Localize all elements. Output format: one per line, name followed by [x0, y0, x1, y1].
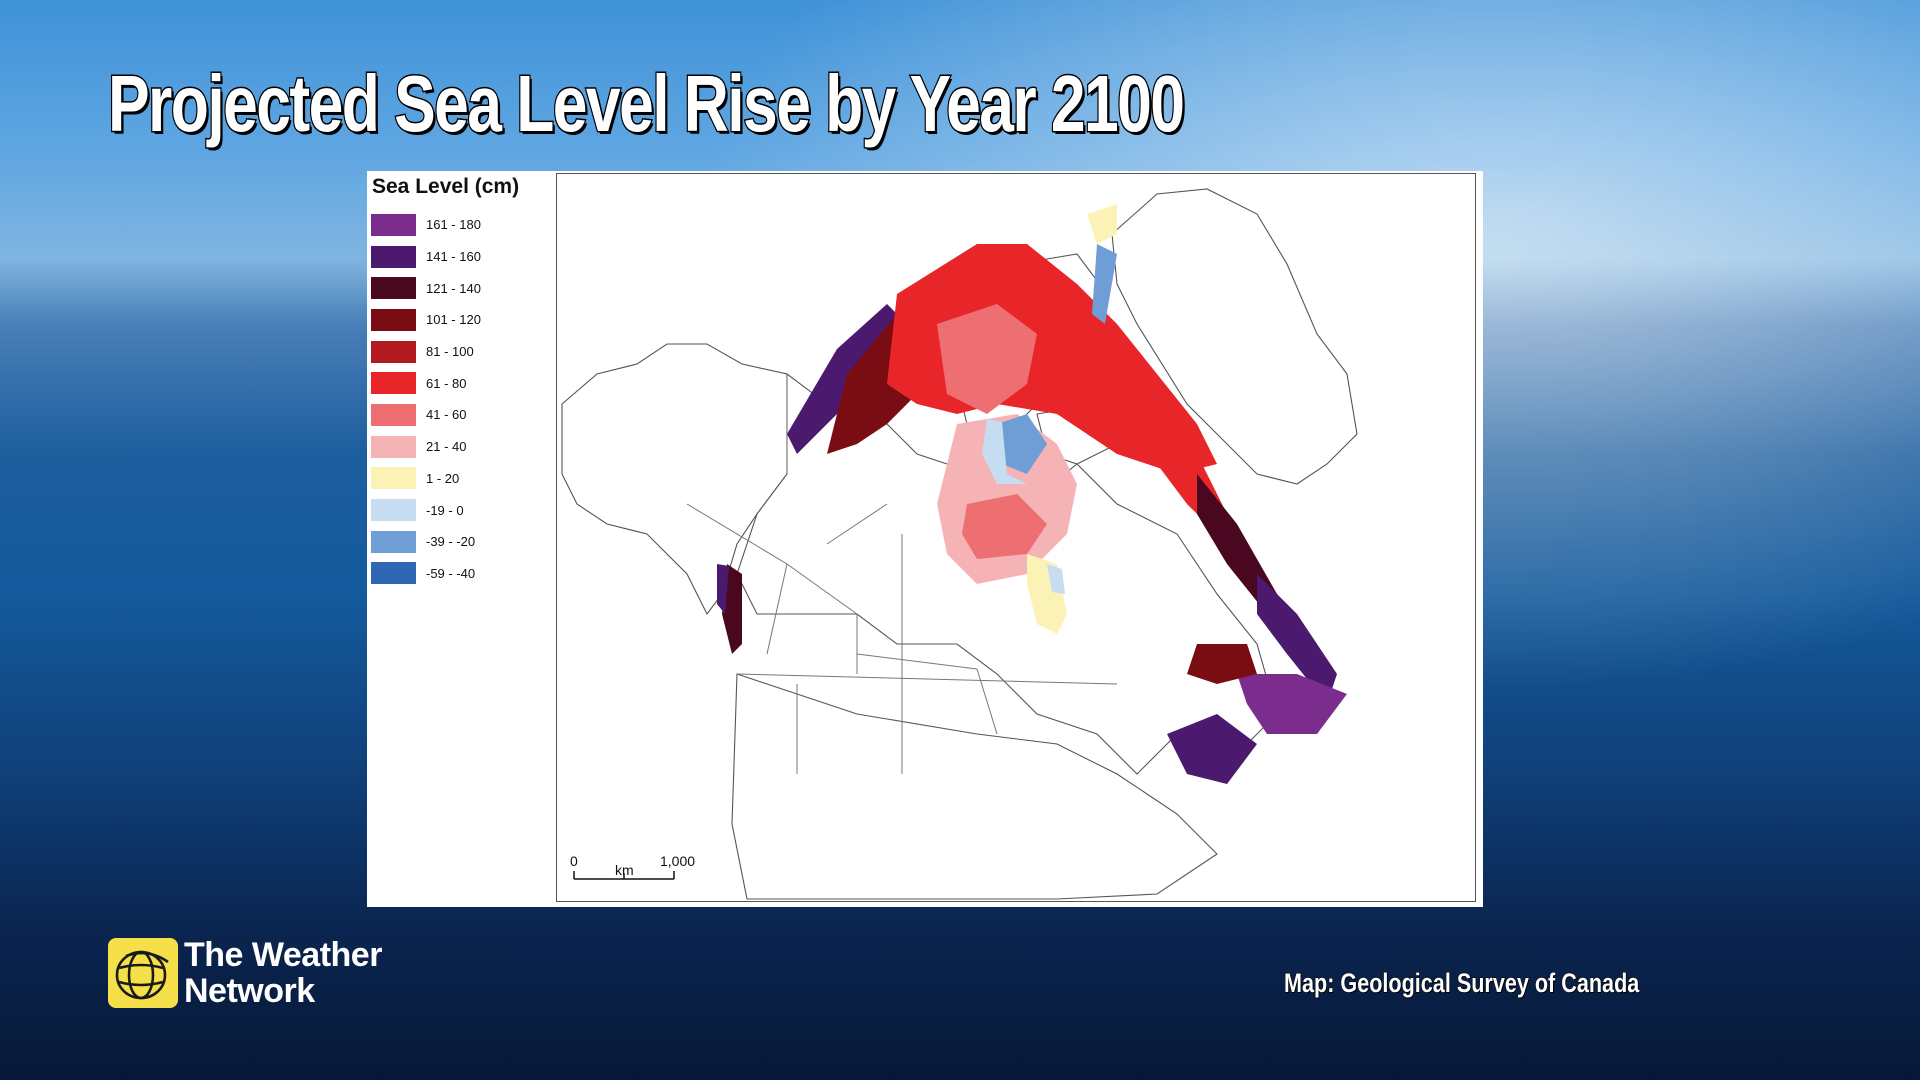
- usa-outline: [731, 673, 1218, 900]
- legend-swatch: [371, 499, 416, 522]
- scale-bar: [573, 871, 675, 880]
- legend-item: -39 - -20: [371, 526, 551, 558]
- legend-item: 81 - 100: [371, 336, 551, 368]
- legend-swatch: [371, 372, 416, 395]
- zone-foxe-light: [982, 419, 1027, 484]
- legend-swatch: [371, 530, 416, 553]
- brand-line-1: The Weather: [184, 936, 382, 974]
- map-card: Sea Level (cm) 161 - 180 141 - 160 121 - 1…: [367, 171, 1483, 907]
- legend-label: 141 - 160: [426, 249, 481, 265]
- legend-item: 141 - 160: [371, 241, 551, 273]
- zone-labrador-purple: [1257, 574, 1337, 704]
- legend-label: -39 - -20: [426, 534, 476, 550]
- legend-item: 101 - 120: [371, 304, 551, 336]
- map-legend: Sea Level (cm) 161 - 180 141 - 160 121 - 1…: [371, 175, 551, 589]
- legend-item: 41 - 60: [371, 399, 551, 431]
- sea-level-zones: [717, 204, 1347, 784]
- legend-title: Sea Level (cm): [372, 175, 520, 198]
- legend-swatch: [371, 340, 416, 363]
- zone-pacific-purple: [717, 564, 729, 614]
- alaska-outline: [561, 343, 788, 616]
- legend-item: -19 - 0: [371, 494, 551, 526]
- legend-item: 121 - 140: [371, 272, 551, 304]
- page-title: Projected Sea Level Rise by Year 2100: [107, 58, 1186, 150]
- legend-swatch: [371, 308, 416, 331]
- legend-label: 21 - 40: [426, 439, 467, 455]
- zone-baffin-red: [1097, 374, 1227, 534]
- zone-nares-blue: [1092, 244, 1117, 324]
- map-credit: Map: Geological Survey of Canada: [1284, 968, 1640, 999]
- zone-hudson-center: [962, 494, 1047, 559]
- legend-label: 81 - 100: [426, 344, 474, 360]
- brand-logo-block: The Weather Network: [108, 937, 382, 1009]
- legend-swatch: [371, 562, 416, 585]
- legend-swatch: [371, 277, 416, 300]
- zone-gulf-maroon: [1187, 644, 1257, 684]
- legend-swatch: [371, 403, 416, 426]
- legend-label: 1 - 20: [426, 470, 460, 486]
- scale-start-label: 0: [570, 853, 578, 869]
- legend-label: 121 - 140: [426, 280, 481, 296]
- legend-label: -19 - 0: [426, 502, 464, 518]
- zone-hudson-blue: [1047, 564, 1065, 594]
- legend-label: 41 - 60: [426, 407, 467, 423]
- greenland-outline: [1111, 188, 1358, 485]
- legend-label: 101 - 120: [426, 312, 481, 328]
- zone-foxe-blue: [997, 414, 1047, 474]
- legend-swatch: [371, 435, 416, 458]
- sea-level-map: 0 1,000 km: [556, 173, 1476, 902]
- legend-label: -59 - -40: [426, 565, 476, 581]
- globe-icon: [108, 938, 178, 1008]
- legend-item: 61 - 80: [371, 367, 551, 399]
- legend-list: 161 - 180 141 - 160 121 - 140 101 - 120 81 -…: [371, 209, 551, 589]
- zone-newfoundland-purple: [1237, 674, 1347, 734]
- legend-item: 21 - 40: [371, 431, 551, 463]
- zone-maritimes-purple: [1167, 714, 1257, 784]
- zone-archipelago-pink: [937, 304, 1037, 414]
- legend-item: -59 - -40: [371, 558, 551, 590]
- legend-label: 61 - 80: [426, 375, 467, 391]
- brand-line-2: Network: [184, 972, 315, 1010]
- legend-swatch: [371, 467, 416, 490]
- legend-item: 161 - 180: [371, 209, 551, 241]
- zone-nares-yellow: [1087, 204, 1117, 244]
- legend-swatch: [371, 213, 416, 236]
- scale-end-label: 1,000: [660, 853, 695, 869]
- legend-label: 161 - 180: [426, 217, 481, 233]
- map-canvas: 0 1,000 km: [561, 188, 1358, 900]
- scale-unit-label: km: [615, 862, 634, 878]
- province-boundaries: [686, 374, 1118, 774]
- legend-item: 1 - 20: [371, 463, 551, 495]
- brand-name: The Weather Network: [184, 937, 382, 1009]
- legend-swatch: [371, 245, 416, 268]
